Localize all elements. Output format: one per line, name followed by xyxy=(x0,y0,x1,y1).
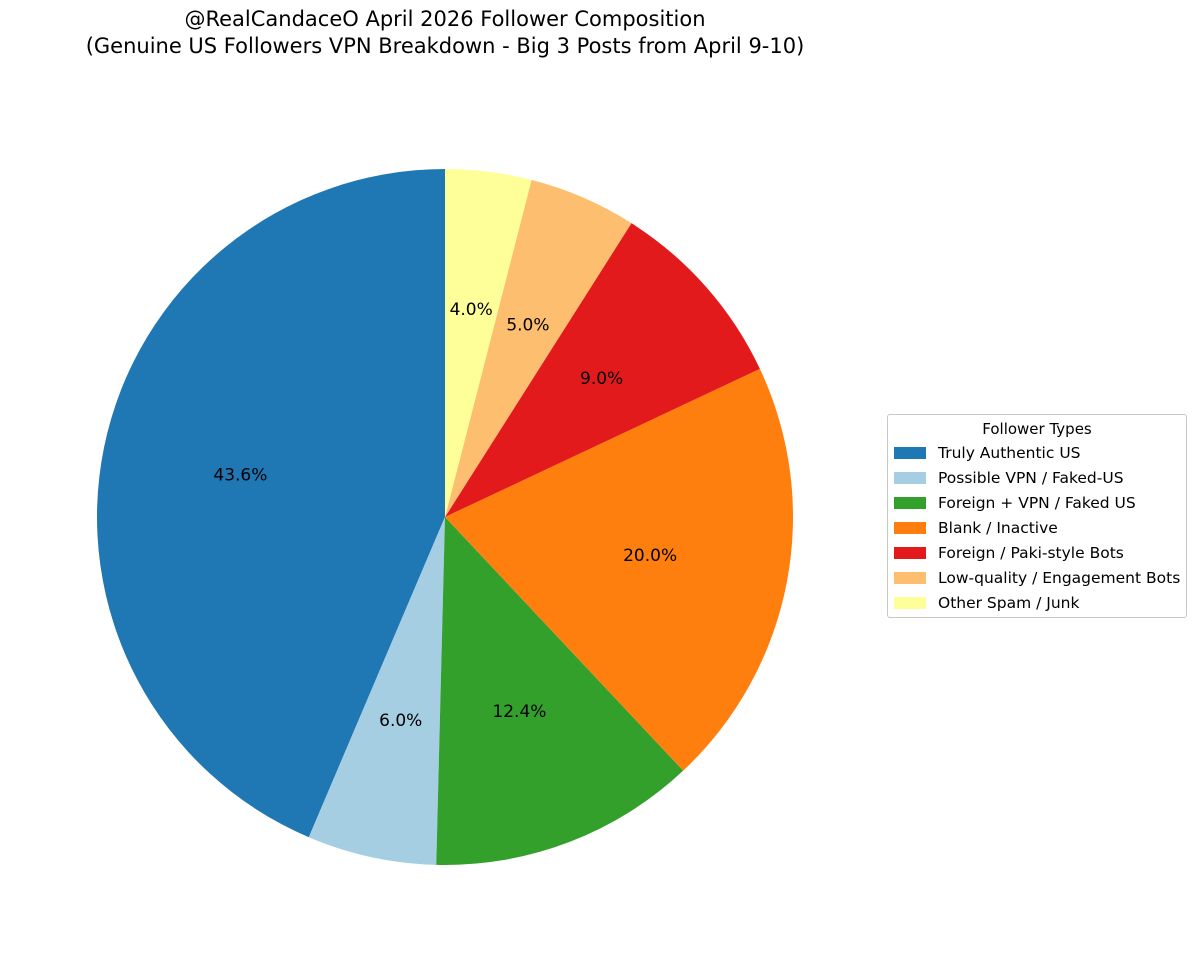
pie-slice-blank-inactive xyxy=(445,368,794,771)
pie-slice-possible-vpn-faked-us xyxy=(308,517,445,865)
pie-slice-low-quality-engagement-bots xyxy=(445,179,632,518)
slice-label-low-quality-engagement-bots: 5.0% xyxy=(506,315,549,335)
legend-swatch xyxy=(894,596,926,609)
legend-item-blank-inactive: Blank / Inactive xyxy=(888,515,1186,540)
legend-item-low-quality-engagement-bots: Low-quality / Engagement Bots xyxy=(888,565,1186,590)
pie-slice-foreign-paki-style-bots xyxy=(445,223,760,517)
slice-label-truly-authentic-us: 43.6% xyxy=(213,465,267,485)
legend-swatch xyxy=(894,496,926,509)
slice-label-possible-vpn-faked-us: 6.0% xyxy=(379,711,422,731)
legend-item-foreign-vpn-faked-us: Foreign + VPN / Faked US xyxy=(888,490,1186,515)
legend-title: Follower Types xyxy=(982,420,1092,438)
pie-slice-other-spam-junk xyxy=(445,169,532,517)
pie-slice-truly-authentic-us xyxy=(97,169,446,838)
legend-swatch xyxy=(894,546,926,559)
legend: Follower Types Truly Authentic US Possibl… xyxy=(887,414,1187,618)
legend-label: Foreign / Paki-style Bots xyxy=(938,543,1124,562)
legend-item-possible-vpn-faked-us: Possible VPN / Faked-US xyxy=(888,465,1186,490)
pie-slice-foreign-vpn-faked-us xyxy=(436,517,684,865)
slice-label-foreign-paki-style-bots: 9.0% xyxy=(580,369,623,389)
legend-label: Truly Authentic US xyxy=(938,443,1081,462)
legend-item-foreign-paki-style-bots: Foreign / Paki-style Bots xyxy=(888,540,1186,565)
chart-subtitle: (Genuine US Followers VPN Breakdown - Bi… xyxy=(85,34,805,58)
legend-label: Other Spam / Junk xyxy=(938,593,1080,612)
chart-title: @RealCandaceO April 2026 Follower Compos… xyxy=(184,7,706,31)
legend-label: Foreign + VPN / Faked US xyxy=(938,493,1136,512)
legend-label: Low-quality / Engagement Bots xyxy=(938,568,1181,587)
legend-label: Blank / Inactive xyxy=(938,518,1058,537)
legend-label: Possible VPN / Faked-US xyxy=(938,468,1124,487)
slice-label-other-spam-junk: 4.0% xyxy=(450,300,493,320)
legend-swatch xyxy=(894,471,926,484)
chart-title-block: @RealCandaceO April 2026 Follower Compos… xyxy=(0,6,890,60)
legend-swatch xyxy=(894,521,926,534)
slice-label-blank-inactive: 20.0% xyxy=(623,546,677,566)
slice-label-foreign-vpn-faked-us: 12.4% xyxy=(492,702,546,722)
legend-swatch xyxy=(894,571,926,584)
legend-item-truly-authentic-us: Truly Authentic US xyxy=(888,440,1186,465)
legend-swatch xyxy=(894,446,926,459)
pie-chart: 43.6% 6.0% 12.4% 20.0% 9.0% 5.0% 4.0% xyxy=(97,169,794,865)
legend-item-other-spam-junk: Other Spam / Junk xyxy=(888,590,1186,615)
legend-items: Truly Authentic US Possible VPN / Faked-U… xyxy=(888,440,1186,615)
